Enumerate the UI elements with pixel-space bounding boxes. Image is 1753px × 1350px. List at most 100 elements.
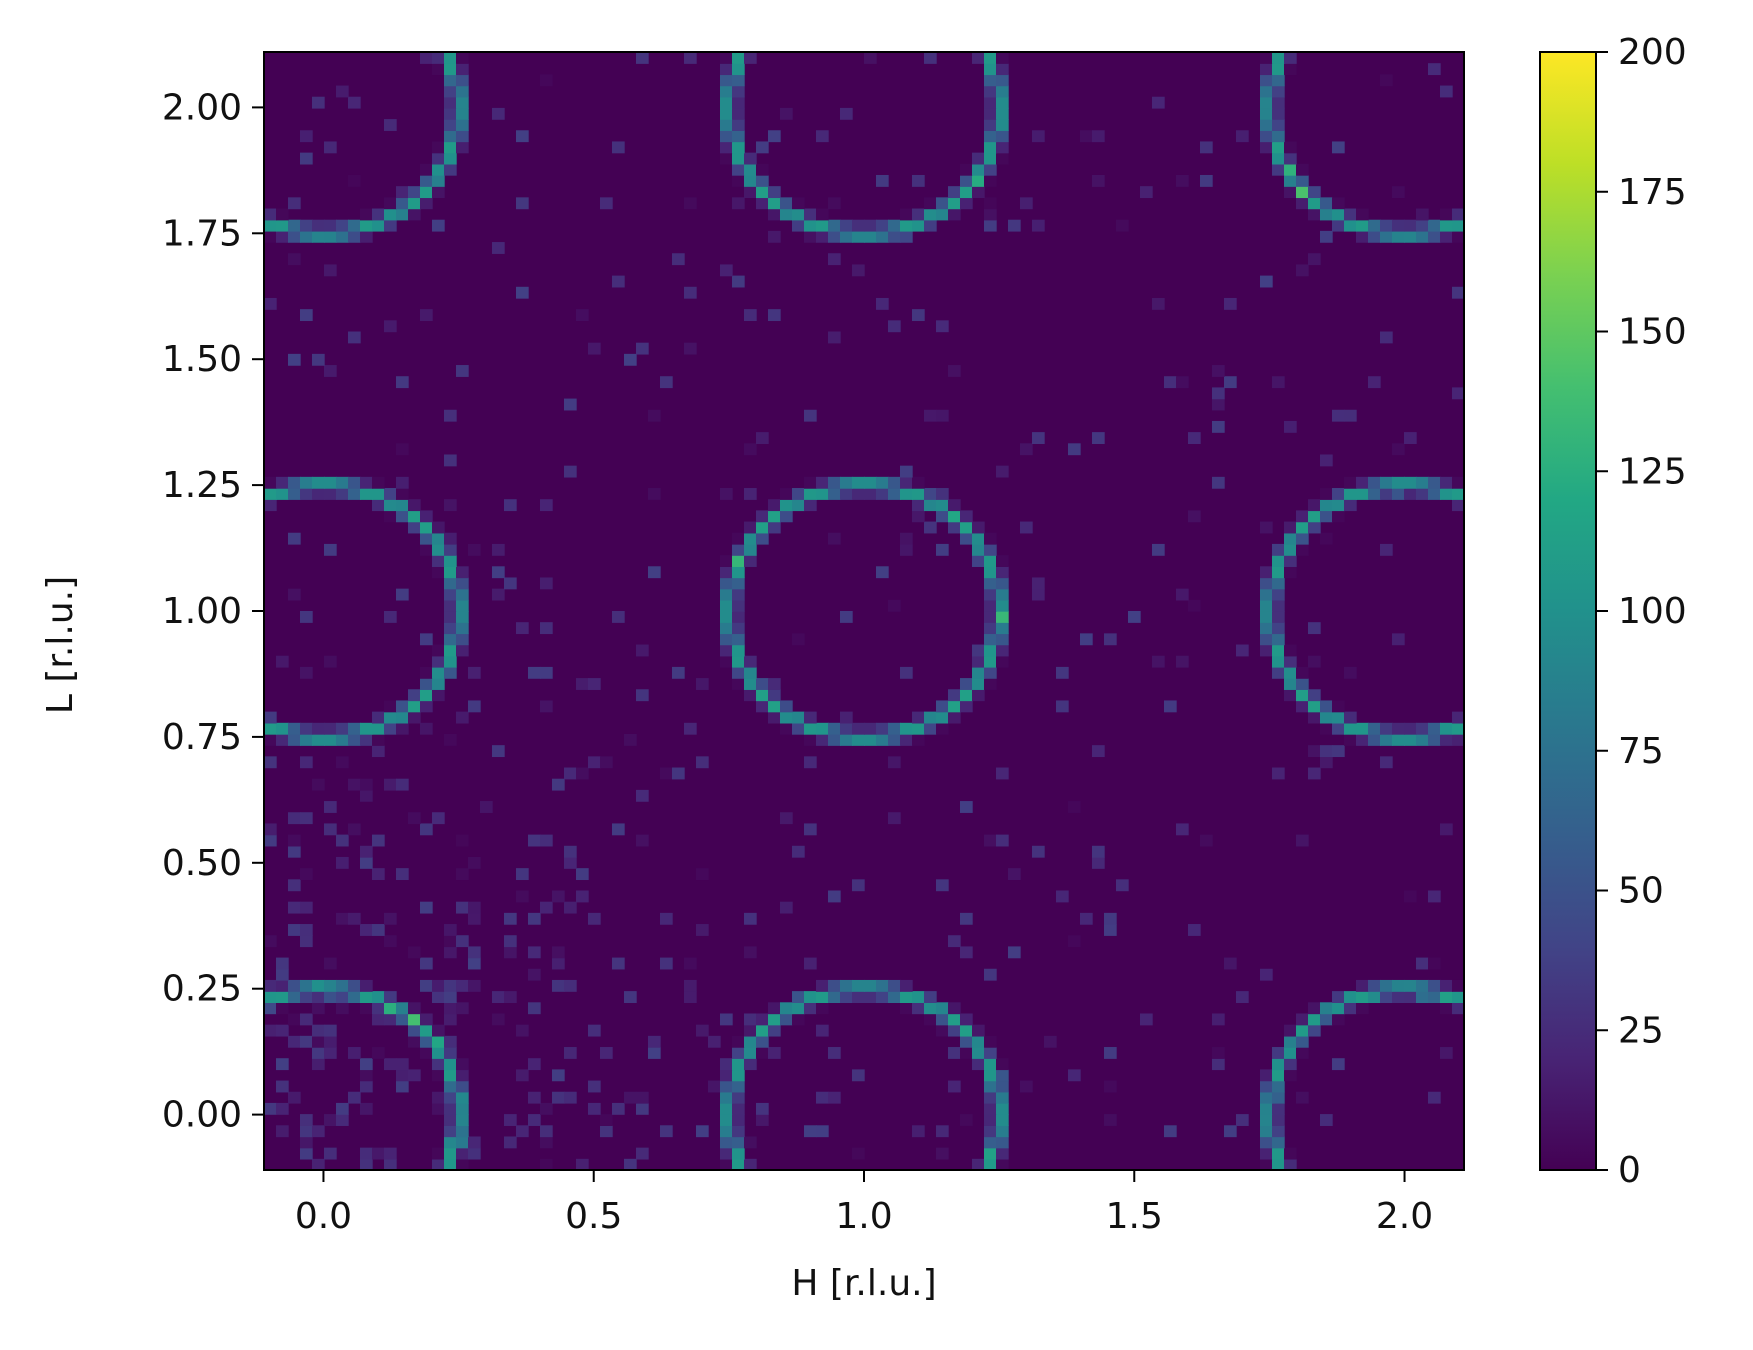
heatmap-cell — [264, 733, 277, 746]
heatmap-cell — [924, 1002, 937, 1015]
heatmap-cell — [1224, 957, 1237, 970]
heatmap-cell — [300, 935, 313, 948]
heatmap-cell — [660, 376, 673, 389]
heatmap-cell — [984, 1114, 997, 1126]
heatmap-cell — [384, 991, 397, 1003]
heatmap-cell — [720, 1136, 733, 1149]
heatmap-cell — [1440, 219, 1453, 232]
heatmap-cell — [972, 689, 985, 702]
heatmap-cell — [984, 633, 997, 646]
heatmap-cell — [456, 711, 469, 724]
heatmap-cell — [444, 1147, 457, 1160]
heatmap-cell — [456, 611, 469, 623]
heatmap-cell — [444, 1035, 457, 1048]
y-axis-label: L [r.l.u.] — [40, 576, 81, 714]
heatmap-cell — [324, 957, 337, 970]
heatmap-cell — [1440, 85, 1453, 98]
heatmap-cell — [1224, 1125, 1237, 1138]
heatmap-cell — [732, 141, 745, 154]
heatmap-cell — [408, 1069, 421, 1082]
x-tick-label: 0.5 — [565, 1196, 622, 1237]
heatmap-cell — [420, 52, 433, 64]
heatmap-cell — [576, 309, 589, 322]
heatmap-cell — [420, 689, 433, 702]
heatmap-cell — [348, 722, 361, 735]
heatmap-cell — [1380, 991, 1393, 1003]
heatmap-cell — [540, 1136, 553, 1149]
heatmap-cell — [1212, 365, 1225, 377]
heatmap-cell — [984, 566, 997, 579]
heatmap-cell — [1356, 991, 1369, 1003]
heatmap-cell — [540, 1102, 553, 1115]
heatmap-cell — [444, 130, 457, 143]
heatmap-cell — [996, 152, 1009, 165]
heatmap-cell — [1272, 1114, 1285, 1126]
heatmap-cell — [1188, 599, 1201, 612]
heatmap-cell — [564, 1091, 577, 1104]
heatmap-cell — [996, 1158, 1009, 1170]
heatmap-cell — [1260, 85, 1273, 98]
heatmap-cell — [552, 1069, 565, 1082]
heatmap-cell — [444, 1158, 457, 1170]
y-tick-label: 0.75 — [162, 717, 242, 758]
heatmap-cell — [984, 968, 997, 981]
heatmap-cell — [444, 1114, 457, 1126]
heatmap-cell — [1284, 52, 1297, 64]
heatmap-cell — [384, 320, 397, 333]
heatmap-cell — [468, 901, 481, 914]
heatmap-cell — [1368, 488, 1381, 500]
x-tick-label: 2.0 — [1376, 1196, 1433, 1237]
heatmap-cell — [444, 52, 457, 64]
heatmap-cell — [1428, 488, 1441, 500]
heatmap-cell — [540, 577, 553, 590]
heatmap-cell — [900, 733, 913, 746]
heatmap-cell — [1392, 230, 1405, 243]
heatmap-cell — [1296, 174, 1309, 187]
heatmap-cell — [960, 521, 973, 534]
heatmap-cell — [1164, 700, 1177, 713]
heatmap-cell — [1260, 74, 1273, 87]
heatmap-cell — [1272, 555, 1285, 567]
heatmap-cell — [708, 1035, 721, 1048]
heatmap-cell — [696, 868, 709, 881]
heatmap-cell — [972, 666, 985, 679]
heatmap-cell — [1260, 1147, 1273, 1160]
heatmap-cell — [1428, 991, 1441, 1003]
heatmap-cell — [336, 756, 349, 769]
heatmap-cell — [432, 1024, 445, 1037]
heatmap-cell — [984, 174, 997, 187]
heatmap-cell — [768, 230, 781, 243]
heatmap-cell — [396, 197, 409, 210]
heatmap-cell — [924, 991, 937, 1003]
heatmap-cell — [1332, 1002, 1345, 1015]
heatmap-cell — [444, 555, 457, 567]
heatmap-cell — [312, 1035, 325, 1048]
heatmap-cell — [1176, 376, 1189, 389]
heatmap-cell — [948, 499, 961, 512]
heatmap-cell — [276, 655, 289, 668]
heatmap-cell — [288, 1035, 301, 1048]
heatmap-cell — [948, 1013, 961, 1026]
heatmap-cell — [312, 476, 325, 489]
heatmap-cell — [972, 1058, 985, 1071]
heatmap-cell — [1320, 510, 1333, 523]
heatmap-cell — [1056, 700, 1069, 713]
heatmap-cell — [780, 901, 793, 914]
heatmap-cell — [972, 163, 985, 176]
heatmap-cell — [408, 499, 421, 512]
heatmap-cell — [1200, 834, 1213, 847]
heatmap-cell — [1416, 476, 1429, 489]
heatmap-cell — [360, 991, 373, 1003]
heatmap-cell — [756, 174, 769, 187]
heatmap-cell — [372, 924, 385, 936]
heatmap-cell — [900, 991, 913, 1003]
heatmap-cell — [444, 1013, 457, 1026]
heatmap-cell — [336, 991, 349, 1003]
heatmap-cell — [300, 488, 313, 500]
heatmap-cell — [744, 488, 757, 500]
heatmap-cell — [756, 1013, 769, 1026]
heatmap-cell — [1344, 722, 1357, 735]
heatmap-cell — [504, 946, 517, 959]
heatmap-cell — [360, 1069, 373, 1082]
heatmap-cell — [552, 957, 565, 970]
